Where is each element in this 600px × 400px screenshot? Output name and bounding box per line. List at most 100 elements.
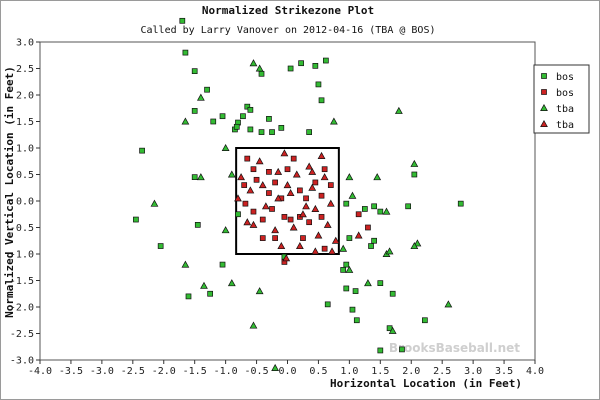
bos-green-square-point: [368, 243, 374, 249]
plot-area: [39, 41, 536, 361]
tba-red-triangle-point: [308, 183, 317, 191]
legend-marker-2: [540, 103, 548, 111]
tba-green-triangle-point: [227, 279, 236, 287]
tba-red-triangle-point: [331, 236, 340, 244]
tba-green-triangle-point: [345, 265, 354, 273]
legend-label-2: tba: [556, 104, 574, 115]
bos-green-square-point: [340, 267, 347, 273]
bos-red-square-point: [321, 245, 328, 252]
x-tick-label: 4.0: [526, 366, 544, 377]
bos-green-square-point: [353, 317, 360, 324]
bos-red-square-point: [318, 214, 325, 220]
legend-marker-0: [541, 73, 547, 79]
bos-red-square-point: [312, 179, 319, 186]
bos-green-square-point: [371, 237, 377, 244]
x-tick-label: -4.0: [28, 366, 52, 377]
tba-red-triangle-point: [317, 151, 326, 159]
y-axis-ticks: 3.0 2.5 2.0 1.5 1.0 0.5 0.0 -0.5 -1.0 -1.5 -2.0 -2.…: [10, 38, 40, 367]
tba-red-triangle-point: [311, 204, 320, 212]
tba-green-triangle-point: [249, 321, 258, 329]
bos-green-square-point: [133, 216, 139, 223]
bos-green-square-point: [191, 68, 198, 75]
x-tick-label: -1.5: [183, 366, 207, 377]
tba-red-triangle-point: [299, 210, 307, 218]
x-tick-label: 2.5: [433, 366, 451, 377]
tba-red-triangle-point: [255, 157, 264, 165]
bos-green-square-point: [287, 65, 294, 72]
tba-red-triangle-point: [326, 199, 335, 207]
tba-green-triangle-point: [255, 287, 264, 295]
bos-green-square-point: [315, 81, 322, 88]
chart-subtitle: Called by Larry Vanover on 2012-04-16 (T…: [140, 25, 435, 36]
bos-green-square-point: [306, 129, 313, 135]
bos-green-square-point: [278, 125, 285, 131]
y-tick-label: 0.0: [16, 197, 34, 208]
bos-red-square-point: [355, 211, 362, 218]
tba-green-triangle-point: [255, 64, 264, 72]
tba-red-triangle-point: [237, 173, 245, 181]
y-tick-label: 0.5: [16, 170, 34, 181]
bos-green-square-point: [191, 108, 198, 114]
tba-red-triangle-point: [314, 231, 323, 239]
x-axis-label: Horizontal Location (in Feet): [330, 377, 522, 390]
bos-red-square-point: [327, 182, 334, 188]
tba-green-triangle-point: [330, 117, 338, 125]
bos-green-square-point: [298, 60, 304, 67]
x-tick-label: 0.0: [278, 366, 296, 377]
bos-red-square-point: [287, 216, 294, 223]
tba-red-triangle-point: [282, 254, 291, 262]
tba-red-triangle-point: [258, 181, 267, 189]
bos-green-square-point: [361, 206, 368, 212]
tba-green-triangle-point: [410, 242, 419, 250]
tba-green-triangle-point: [348, 191, 357, 199]
tba-green-triangle-point: [373, 173, 382, 181]
tba-red-triangle-point: [295, 242, 304, 250]
watermark-text: BrooksBaseball.net: [389, 341, 520, 355]
tba-red-triangle-point: [274, 194, 283, 202]
tba-green-triangle-point: [200, 281, 208, 289]
y-tick-label: -2.0: [10, 303, 34, 314]
x-tick-label: 1.0: [340, 366, 358, 377]
y-tick-label: 2.5: [16, 64, 34, 75]
bos-green-square-point: [346, 235, 353, 241]
bos-green-square-point: [422, 317, 428, 324]
bos-green-square-point: [207, 290, 214, 297]
bos-green-square-point: [318, 97, 325, 104]
bos-green-square-point: [371, 203, 377, 210]
tba-red-triangle-point: [311, 247, 320, 255]
tba-green-triangle-point: [394, 106, 403, 114]
tba-red-triangle-point: [328, 247, 336, 255]
tba-green-triangle-point: [150, 199, 159, 207]
bos-green-square-point: [269, 129, 275, 135]
bos-red-square-point: [272, 179, 278, 186]
y-tick-label: 1.5: [16, 117, 34, 128]
tba-red-triangle-point: [234, 194, 242, 202]
bos-green-square-point: [389, 290, 396, 297]
x-tick-label: 3.5: [495, 366, 513, 377]
x-tick-label: -2.0: [152, 366, 176, 377]
bos-red-square-point: [259, 235, 266, 241]
bos-green-square-point: [219, 261, 226, 268]
bos-green-square-point: [247, 126, 254, 133]
legend-label-1: bos: [556, 88, 574, 99]
bos-green-square-point: [343, 285, 350, 292]
bos-green-square-point: [204, 86, 210, 93]
bos-red-square-point: [318, 192, 325, 199]
bos-red-square-point: [290, 155, 297, 162]
bos-green-square-point: [258, 70, 265, 77]
bos-red-square-point: [303, 195, 309, 202]
y-tick-label: 3.0: [16, 38, 34, 49]
bos-green-square-point: [377, 208, 384, 215]
legend-marker-1: [541, 89, 547, 95]
bos-green-square-point: [405, 203, 412, 210]
tba-green-triangle-point: [364, 279, 372, 287]
x-tick-label: 3.0: [464, 366, 482, 377]
chart-title: Normalized Strikezone Plot: [202, 4, 374, 17]
tba-green-triangle-point: [181, 117, 190, 125]
bos-green-square-point: [179, 17, 186, 24]
legend-label-0: bos: [556, 72, 574, 83]
y-tick-label: -0.5: [10, 223, 34, 234]
y-axis-label: Normalized Vertical Location (in Feet): [3, 66, 16, 318]
bos-green-square-point: [352, 288, 359, 294]
